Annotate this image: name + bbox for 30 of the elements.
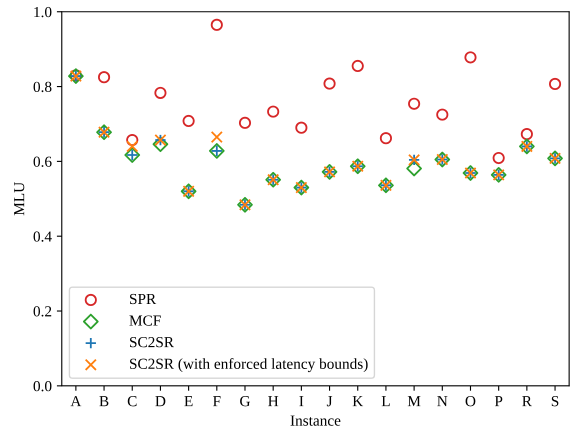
x-tick-label: A xyxy=(70,396,82,406)
x-tick-label: I xyxy=(299,396,304,406)
y-tick-label: 0.6 xyxy=(34,156,52,167)
x-tick-label: R xyxy=(522,396,532,406)
x-axis-title: Instance xyxy=(290,416,340,426)
x-tick-label: E xyxy=(184,396,193,406)
x-tick-label: O xyxy=(466,396,476,406)
x-tick-label: N xyxy=(437,396,448,406)
x-tick-label: B xyxy=(99,396,108,406)
y-tick-label: 0.4 xyxy=(34,231,52,242)
y-tick-label: 1.0 xyxy=(34,6,52,18)
x-tick-label: J xyxy=(326,396,332,406)
y-tick-label: 0.2 xyxy=(34,306,52,317)
x-tick-label: F xyxy=(212,396,220,406)
x-tick-label: D xyxy=(155,396,166,406)
x-tick-label: C xyxy=(128,396,136,406)
legend-label: MCF xyxy=(129,315,161,326)
x-tick-label: H xyxy=(268,396,278,406)
y-tick-label: 0.8 xyxy=(34,82,52,92)
y-axis-title: MLU xyxy=(14,182,24,216)
x-tick-label: S xyxy=(552,396,558,406)
legend-label: SC2SR xyxy=(130,337,174,348)
x-tick-label: G xyxy=(240,396,250,406)
x-tick-label: K xyxy=(352,396,364,406)
x-tick-label: L xyxy=(382,396,390,406)
y-tick-label: 0.0 xyxy=(34,380,52,392)
x-tick-label: M xyxy=(408,396,420,406)
legend-label: SC2SR (with enforced latency bounds) xyxy=(130,358,368,372)
x-tick-label: P xyxy=(494,396,502,406)
legend-label: SPR xyxy=(130,294,156,304)
